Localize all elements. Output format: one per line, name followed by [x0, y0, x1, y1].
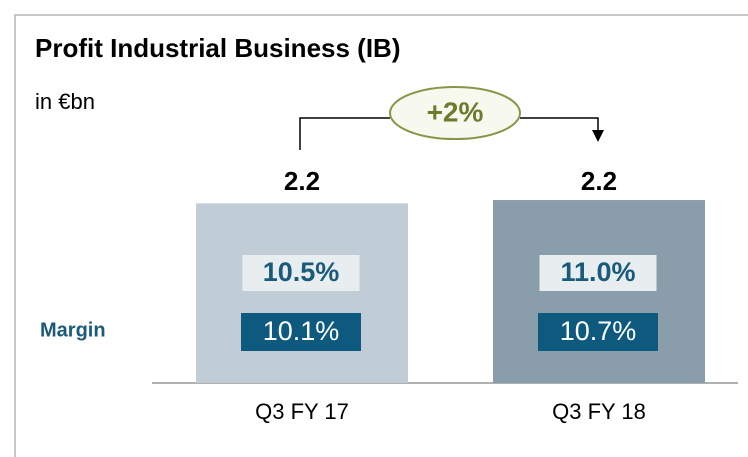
- margin-value: 10.7%: [560, 316, 637, 346]
- bar: [196, 203, 408, 383]
- margin-value: 11.0%: [560, 257, 635, 287]
- bar: [493, 200, 705, 383]
- arrow-head: [592, 130, 604, 142]
- chart-subtitle: in €bn: [35, 89, 95, 114]
- frame: [14, 14, 748, 457]
- bracket: [299, 117, 599, 150]
- annotation: +2%: [427, 96, 484, 127]
- margin-box: [241, 313, 361, 351]
- x-tick-label: Q3 FY 17: [255, 399, 349, 424]
- margin-box: [539, 255, 657, 291]
- margin-label: Margin: [40, 319, 106, 341]
- margin-box: [538, 313, 658, 351]
- annotation-ellipse: [389, 86, 521, 140]
- margin-box: [242, 255, 360, 291]
- margin-value: 10.1%: [263, 316, 340, 346]
- x-tick-label: Q3 FY 18: [552, 399, 646, 424]
- margin-value: 10.5%: [263, 257, 340, 287]
- value-label: 2.2: [284, 166, 320, 196]
- value-label: 2.2: [581, 166, 617, 196]
- chart-title: Profit Industrial Business (IB): [35, 33, 401, 63]
